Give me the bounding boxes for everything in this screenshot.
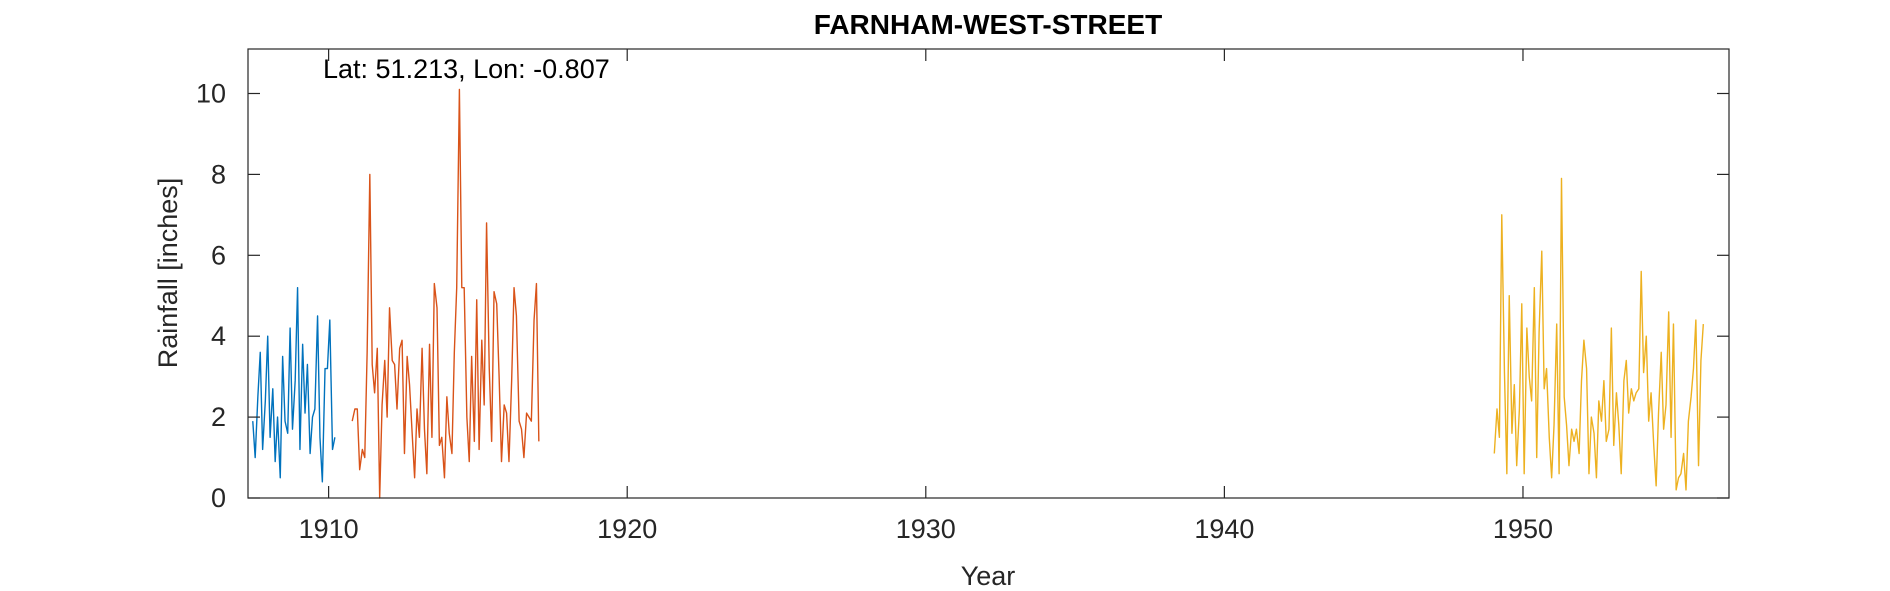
x-tick-label-1940: 1940 — [1194, 514, 1254, 544]
y-tick-label-6: 6 — [211, 240, 226, 270]
y-tick-label-2: 2 — [211, 402, 226, 432]
y-tick-label-0: 0 — [211, 483, 226, 513]
plot-area — [248, 49, 1729, 498]
y-axis-label: Rainfall [inches] — [153, 178, 183, 369]
x-tick-label-1910: 1910 — [299, 514, 359, 544]
y-tick-label-10: 10 — [196, 78, 226, 108]
location-annotation: Lat: 51.213, Lon: -0.807 — [323, 54, 610, 84]
x-ticks: 1910 1920 1930 1940 1950 — [299, 49, 1553, 544]
series-layer — [252, 88, 1705, 499]
y-tick-label-8: 8 — [211, 159, 226, 189]
series-line-3 — [1493, 177, 1705, 491]
series-line-1 — [252, 286, 336, 483]
x-tick-label-1920: 1920 — [597, 514, 657, 544]
chart-title: FARNHAM-WEST-STREET — [814, 9, 1162, 40]
series-line-2 — [351, 88, 540, 499]
axes-box — [247, 48, 1730, 499]
x-tick-label-1930: 1930 — [896, 514, 956, 544]
y-ticks: 0 2 4 6 8 10 — [196, 78, 1729, 513]
x-axis-label: Year — [961, 561, 1016, 591]
x-tick-label-1950: 1950 — [1493, 514, 1553, 544]
y-tick-label-4: 4 — [211, 321, 226, 351]
